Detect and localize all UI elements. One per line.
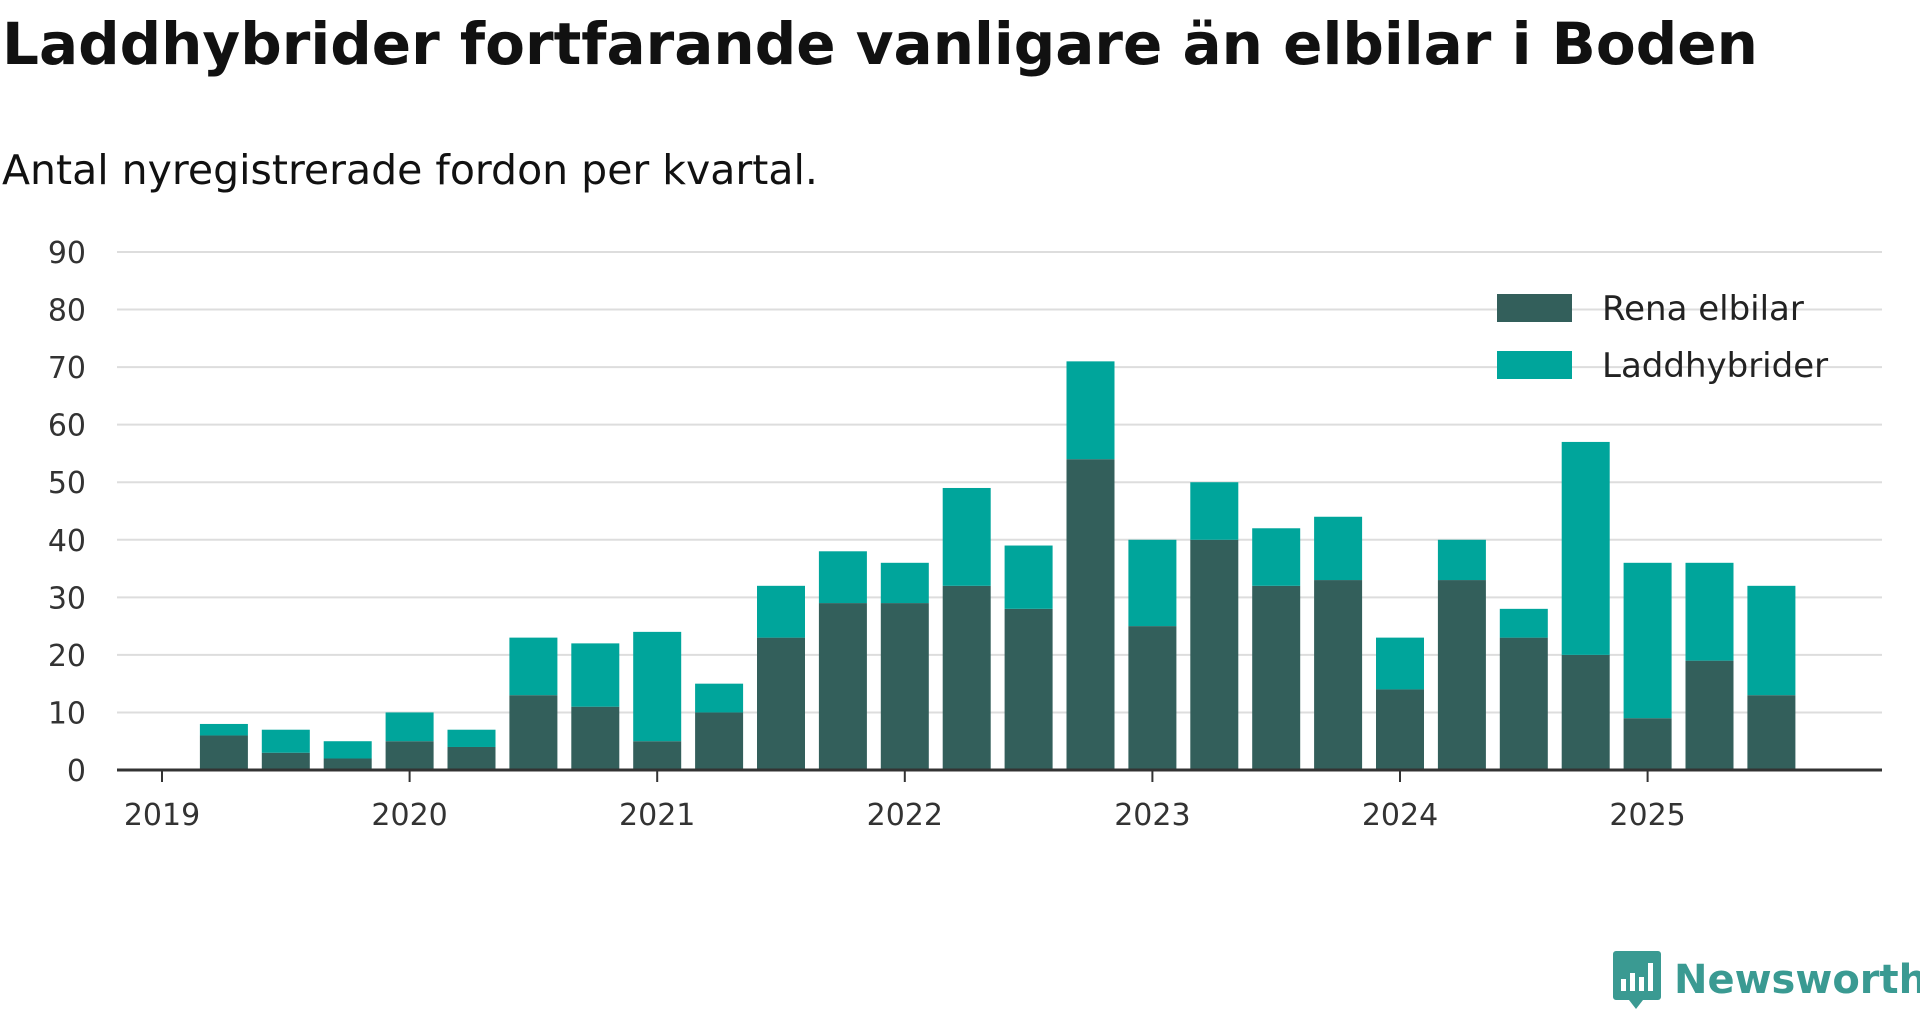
x-tick-label: 2022 (867, 798, 943, 833)
x-tick-label: 2025 (1609, 798, 1685, 833)
bar-laddhybrider (1252, 528, 1301, 586)
bar-laddhybrider (1561, 441, 1610, 655)
bar-rena-elbilar (571, 706, 620, 770)
y-tick-label: 50 (48, 466, 86, 501)
bar-rena-elbilar (633, 741, 682, 770)
bar-rena-elbilar (1747, 695, 1796, 770)
bar-laddhybrider (1499, 608, 1548, 638)
bar-laddhybrider (385, 712, 434, 742)
chart-bubble-icon (1613, 951, 1661, 1009)
chart-title: Laddhybrider fortfarande vanligare än el… (2, 10, 1758, 78)
y-tick-label: 0 (67, 754, 86, 789)
bar-laddhybrider (818, 551, 867, 604)
bar-rena-elbilar (1685, 660, 1734, 770)
newsworthy-logo: Newsworthy (1612, 948, 1920, 1012)
bar-rena-elbilar (1252, 585, 1301, 770)
bar-laddhybrider (447, 729, 496, 747)
bar-laddhybrider (942, 487, 991, 586)
chart-subtitle: Antal nyregistrerade fordon per kvartal. (2, 146, 818, 194)
x-tick-label: 2023 (1114, 798, 1190, 833)
bar-laddhybrider (1004, 545, 1053, 609)
bar-laddhybrider (695, 683, 744, 713)
y-tick-label: 80 (48, 294, 86, 329)
legend-label: Laddhybrider (1602, 346, 1828, 386)
bar-laddhybrider (880, 562, 929, 604)
legend-swatch (1497, 294, 1572, 322)
bar-laddhybrider (633, 631, 682, 742)
bar-laddhybrider (199, 723, 248, 736)
bar-rena-elbilar (757, 637, 805, 770)
bar-rena-elbilar (385, 741, 434, 770)
legend-item-rena-elbilar: Rena elbilar (1497, 289, 1804, 329)
bar-laddhybrider (1623, 562, 1672, 719)
bar-rena-elbilar (1004, 608, 1053, 770)
y-tick-label: 90 (48, 236, 86, 271)
y-tick-label: 30 (48, 581, 86, 616)
bar-laddhybrider (757, 585, 805, 638)
bar-laddhybrider (1747, 585, 1796, 696)
x-tick-label: 2019 (124, 798, 200, 833)
bar-rena-elbilar (1437, 580, 1486, 770)
bar-laddhybrider (1128, 539, 1177, 627)
bar-laddhybrider (1437, 539, 1486, 581)
bar-laddhybrider (1376, 637, 1424, 690)
bar-rena-elbilar (447, 746, 496, 770)
y-tick-label: 20 (48, 639, 86, 674)
y-tick-label: 60 (48, 409, 86, 444)
legend: Rena elbilar Laddhybrider (1497, 289, 1828, 386)
bar-laddhybrider (1066, 361, 1115, 460)
bar-rena-elbilar (199, 735, 248, 770)
bar-laddhybrider (509, 637, 558, 696)
bar-rena-elbilar (942, 585, 991, 770)
bar-laddhybrider (571, 643, 620, 707)
bars (199, 361, 1796, 770)
legend-swatch (1497, 351, 1572, 379)
bar-rena-elbilar (1376, 689, 1424, 770)
bar-laddhybrider (323, 741, 372, 759)
bar-rena-elbilar (1623, 718, 1672, 770)
bar-rena-elbilar (1499, 637, 1548, 770)
bar-laddhybrider (1190, 482, 1239, 540)
bar-laddhybrider (261, 729, 310, 753)
axes: 0 10 20 30 40 50 60 70 80 90 2019 2020 2021 2022 2023 2… (48, 236, 1882, 833)
bar-rena-elbilar (323, 758, 372, 770)
bar-rena-elbilar (818, 603, 867, 770)
brand-name: Newsworthy (1674, 957, 1920, 1003)
x-tick-label: 2021 (619, 798, 695, 833)
bar-rena-elbilar (1066, 459, 1115, 770)
bar-rena-elbilar (695, 712, 744, 770)
bar-laddhybrider (1314, 516, 1363, 581)
legend-label: Rena elbilar (1602, 289, 1804, 329)
bar-rena-elbilar (880, 603, 929, 770)
y-tick-label: 10 (48, 696, 86, 731)
bar-rena-elbilar (1561, 654, 1610, 770)
y-tick-label: 40 (48, 524, 86, 559)
x-tick-label: 2020 (371, 798, 447, 833)
bar-rena-elbilar (1314, 580, 1363, 770)
x-tick-label: 2024 (1362, 798, 1438, 833)
bar-rena-elbilar (1190, 539, 1239, 770)
y-tick-label: 70 (48, 351, 86, 386)
bar-laddhybrider (1685, 562, 1734, 661)
legend-item-laddhybrider: Laddhybrider (1497, 346, 1828, 386)
bar-rena-elbilar (509, 695, 558, 770)
bar-rena-elbilar (1128, 626, 1177, 770)
bar-rena-elbilar (261, 752, 310, 770)
